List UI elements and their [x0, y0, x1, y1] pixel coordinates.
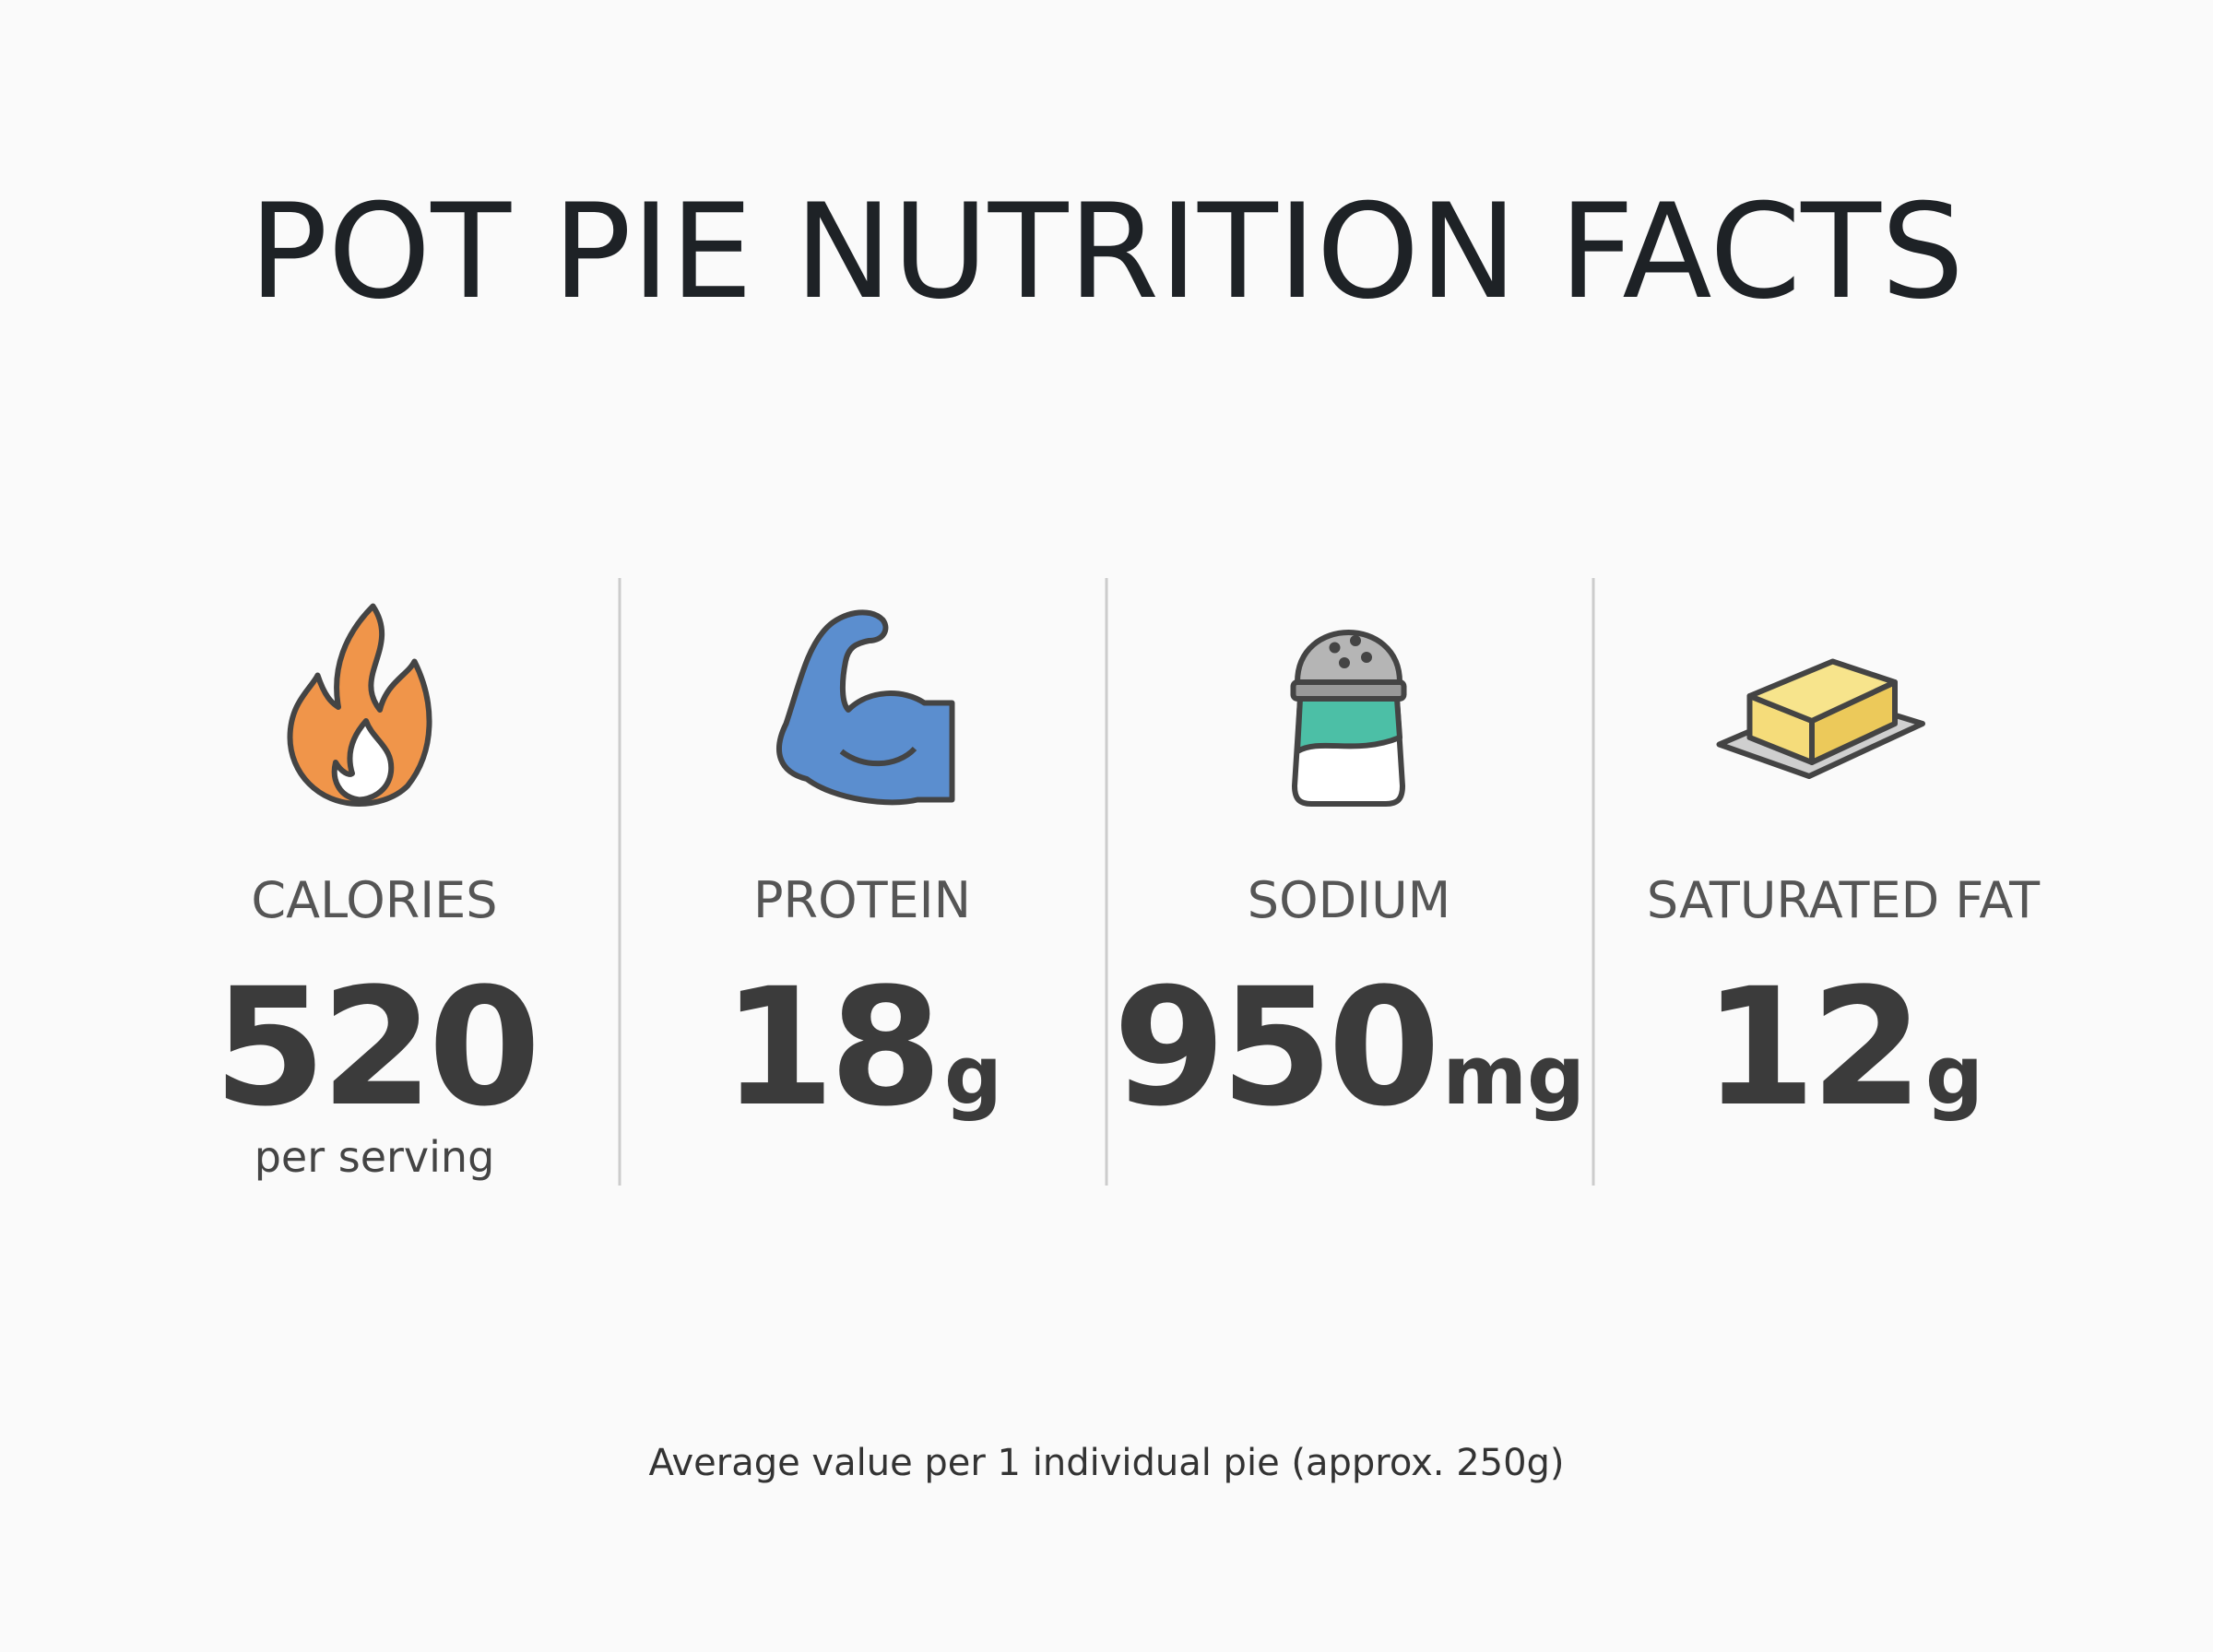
butter-icon: [1716, 658, 1925, 779]
stat-note: per serving: [254, 1132, 495, 1182]
value-unit: mg: [1442, 1028, 1585, 1123]
stat-label: SATURATED FAT: [1647, 871, 2041, 929]
stat-value: 18g: [722, 953, 1002, 1142]
salt-icon: [1290, 630, 1407, 807]
stat-label: CALORIES: [251, 871, 497, 929]
title: POT PIE NUTRITION FACTS: [249, 176, 1964, 328]
stat-value: 950mg: [1113, 953, 1585, 1142]
flame-icon: [287, 603, 432, 807]
value-number: 12: [1703, 953, 1918, 1142]
value-number: 18: [722, 953, 937, 1142]
muscle-icon: [776, 609, 955, 806]
value-unit: g: [1925, 1028, 1983, 1123]
stat-value: 520: [213, 953, 535, 1142]
footnote: Average value per 1 individual pie (appr…: [648, 1442, 1564, 1484]
stat-value: 12g: [1703, 953, 1983, 1142]
value-number: 520: [213, 953, 535, 1142]
stat-label: SODIUM: [1248, 871, 1450, 929]
value-unit: g: [944, 1028, 1002, 1123]
stat-label: PROTEIN: [753, 871, 971, 929]
value-number: 950: [1113, 953, 1435, 1142]
